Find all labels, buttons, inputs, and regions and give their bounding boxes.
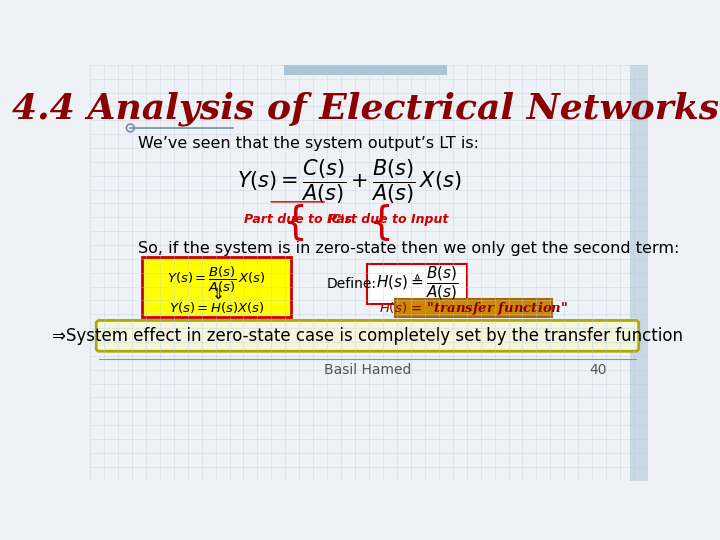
Text: We’ve seen that the system output’s LT is:: We’ve seen that the system output’s LT i… bbox=[138, 136, 479, 151]
FancyBboxPatch shape bbox=[96, 320, 639, 351]
Text: ⇒System effect in zero-state case is completely set by the transfer function: ⇒System effect in zero-state case is com… bbox=[52, 327, 683, 345]
Text: $H(s) \triangleq \dfrac{B(s)}{A(s)}$: $H(s) \triangleq \dfrac{B(s)}{A(s)}$ bbox=[376, 265, 458, 302]
Text: Part due to IC's: Part due to IC's bbox=[243, 213, 352, 226]
Text: 40: 40 bbox=[589, 363, 606, 377]
Text: Part due to Input: Part due to Input bbox=[328, 213, 449, 226]
FancyBboxPatch shape bbox=[366, 264, 467, 304]
FancyBboxPatch shape bbox=[630, 65, 648, 481]
Text: So, if the system is in zero-state then we only get the second term:: So, if the system is in zero-state then … bbox=[138, 240, 680, 255]
Text: Define:: Define: bbox=[326, 277, 377, 291]
FancyBboxPatch shape bbox=[142, 257, 291, 318]
FancyBboxPatch shape bbox=[284, 65, 446, 75]
Text: 4.4 Analysis of Electrical Networks: 4.4 Analysis of Electrical Networks bbox=[12, 91, 719, 126]
FancyBboxPatch shape bbox=[395, 299, 552, 318]
Text: $\Downarrow$: $\Downarrow$ bbox=[209, 287, 224, 302]
Text: $H(s)$ = "transfer function": $H(s)$ = "transfer function" bbox=[379, 300, 568, 316]
Text: $\}$: $\}$ bbox=[374, 200, 395, 240]
Text: $\}$: $\}$ bbox=[287, 200, 309, 240]
Text: Basil Hamed: Basil Hamed bbox=[324, 363, 411, 377]
Text: $Y(s) = \dfrac{C(s)}{A(s)} + \dfrac{B(s)}{A(s)}\,X(s)$: $Y(s) = \dfrac{C(s)}{A(s)} + \dfrac{B(s)… bbox=[238, 158, 462, 206]
Text: $Y(s) = \dfrac{B(s)}{A(s)}\,X(s)$: $Y(s) = \dfrac{B(s)}{A(s)}\,X(s)$ bbox=[167, 265, 266, 295]
Text: $Y(s) = H(s)X(s)$: $Y(s) = H(s)X(s)$ bbox=[168, 300, 264, 315]
